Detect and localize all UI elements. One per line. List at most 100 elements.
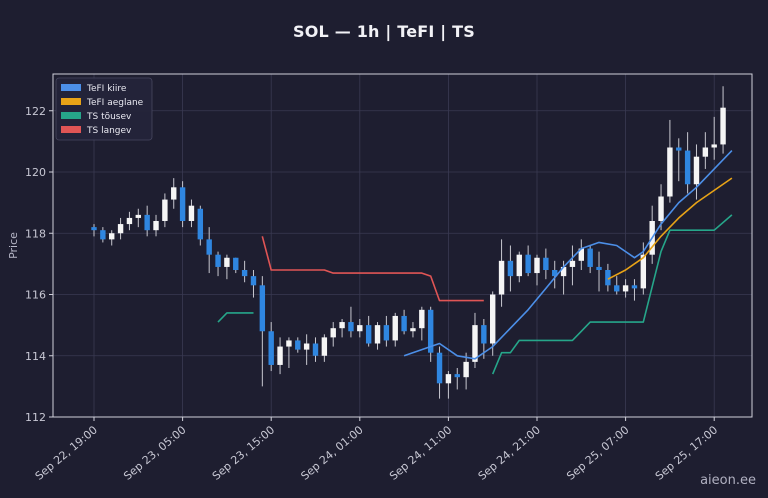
candle-body-down [436,352,443,384]
candle-body-down [197,208,204,240]
candle-body-down [481,325,487,344]
legend-box [55,77,153,141]
candle-body-down [215,254,221,267]
candle-body-down [365,325,372,344]
ts-rising-line [217,312,254,323]
x-tick-label: Sep 25, 07:00 [564,423,631,482]
candle-body-down [552,270,558,277]
candle-body-up [135,214,141,218]
candle-body-down [91,227,97,231]
candle-body-up [374,325,381,344]
candle-body-down [401,315,407,332]
candle-body-up [534,257,540,274]
candle-body-up [702,147,709,157]
candle-body-up [463,361,469,378]
candle-body-down [383,325,390,341]
candle-body-up [419,309,425,329]
y-axis-label: Price [7,232,20,259]
candle-body-up [472,325,478,362]
candle-body-up [658,196,664,221]
candle-body-up [392,315,398,341]
candle-body-up [188,205,195,221]
tefi-fast-line [403,150,733,360]
candle-body-down [587,248,593,267]
candle-body-up [667,147,673,197]
candle-body-up [720,107,726,145]
x-tick-label: Sep 23, 05:00 [121,423,188,482]
candle-body-up [286,340,292,347]
candle-body-up [693,156,700,185]
candle-body-down [684,150,691,185]
candle-body-up [357,325,363,332]
candle-body-up [640,254,647,289]
candle-body-up [622,285,629,292]
candle-body-down [348,322,354,332]
x-tick-label: Sep 22, 19:00 [33,423,100,482]
plot-frame [52,73,753,418]
candle-body-up [516,254,522,277]
candle-body-down [312,343,319,356]
candle-body-down [596,266,602,270]
x-tick-label: Sep 24, 01:00 [298,423,365,482]
candle-body-up [303,343,310,350]
candle-body-up [153,221,159,231]
candle-body-up [339,322,345,329]
legend-swatch [61,112,81,119]
candle-body-up [321,337,328,356]
candle-body-up [445,374,452,384]
legend-swatch [61,126,81,133]
candle-body-down [259,285,266,332]
candle-body-down [454,374,460,378]
x-axis-ticks: Sep 22, 19:00 Sep 23, 05:00 Sep 23, 15:00 S… [33,417,720,483]
candle-body-down [295,340,301,350]
candle-body-down [268,331,274,365]
candle-body-up [578,248,584,261]
legend-swatch [61,84,81,91]
legend-label: TeFI kiire [86,84,127,94]
candle-body-down [100,230,106,240]
candle-body-up [117,224,124,234]
tefi-slow-line [607,177,733,280]
candle-body-down [676,147,682,151]
legend: TeFI kiire TeFI aeglane TS tõusev TS langev [55,77,153,141]
chart-title: SOL — 1h | TeFI | TS [293,22,475,41]
y-tick-label: 114 [25,350,46,363]
candle-body-down [525,254,531,274]
candle-body-up [330,328,336,338]
candle-body-down [605,270,611,286]
candle-body-down [233,257,239,270]
y-tick-label: 118 [25,227,46,240]
candle-body-up [498,260,505,295]
candle-body-down [614,285,620,292]
candle-body-down [543,257,549,270]
candle-body-down [631,285,638,289]
y-axis-ticks: 112 114 116 118 120 122 [25,105,53,424]
x-tick-label: Sep 24, 21:00 [476,423,543,482]
trailing-stop-lines [217,214,733,375]
ts-rising-line [491,214,733,375]
y-tick-label: 112 [25,411,46,424]
candle-body-up [711,144,717,148]
candle-body-down [179,187,186,221]
candle-body-up [162,199,168,221]
candle-body-down [206,239,212,255]
legend-label: TS langev [86,126,132,136]
legend-swatch [61,98,81,105]
candle-body-up [560,266,567,277]
y-tick-label: 116 [25,289,46,302]
candle-body-up [224,257,230,267]
candle-body-down [250,276,257,286]
tefi-lines [403,150,733,360]
candle-body-up [490,294,496,344]
candle-body-down [144,214,150,231]
watermark: aieon.ee [700,473,756,488]
legend-label: TS tõusev [86,112,132,122]
x-tick-label: Sep 24, 11:00 [387,423,454,482]
y-tick-label: 122 [25,105,46,118]
candle-body-up [126,217,133,225]
y-tick-label: 120 [25,166,46,179]
candle-body-up [277,346,283,365]
candlesticks [91,86,726,399]
candle-body-up [569,260,576,267]
